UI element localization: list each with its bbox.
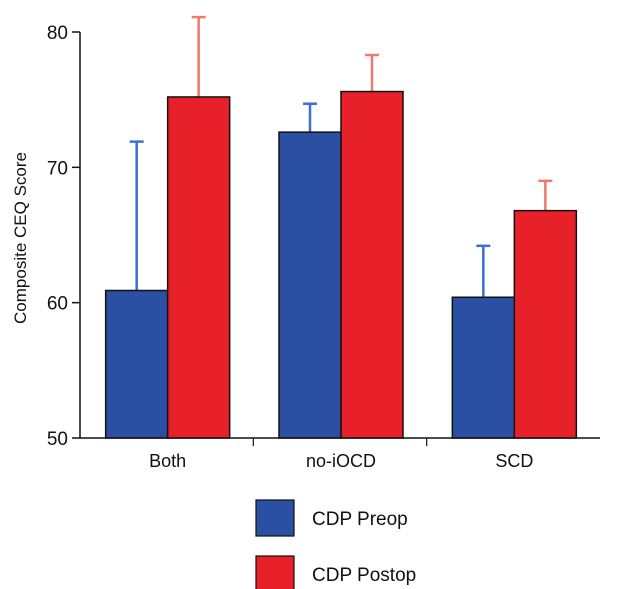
bar-cdp-preop <box>279 132 341 438</box>
bars <box>106 92 577 438</box>
y-tick-label: 70 <box>47 158 68 179</box>
y-tick-label: 60 <box>47 294 68 315</box>
y-tick-label: 50 <box>47 429 68 450</box>
bar-cdp-postop <box>514 211 576 438</box>
bar-cdp-preop <box>452 297 514 438</box>
y-tick-label: 80 <box>47 23 68 44</box>
x-tick-label: no-iOCD <box>306 451 376 471</box>
bar-cdp-preop <box>106 290 168 438</box>
legend-label: CDP Preop <box>312 509 408 530</box>
y-axis-label: Composite CEQ Score <box>11 152 30 324</box>
legend-label: CDP Postop <box>312 565 416 586</box>
y-ticks: 50 60 70 80 <box>47 23 80 450</box>
x-tick-label: SCD <box>495 451 533 471</box>
legend-swatch <box>256 500 294 536</box>
x-tick-label: Both <box>149 451 186 471</box>
bar-cdp-postop <box>168 97 230 438</box>
legend-swatch <box>256 556 294 589</box>
bar-cdp-postop <box>341 92 403 438</box>
x-tick-labels: Both no-iOCD SCD <box>149 438 533 471</box>
legend: CDP Preop CDP Postop <box>256 500 416 589</box>
